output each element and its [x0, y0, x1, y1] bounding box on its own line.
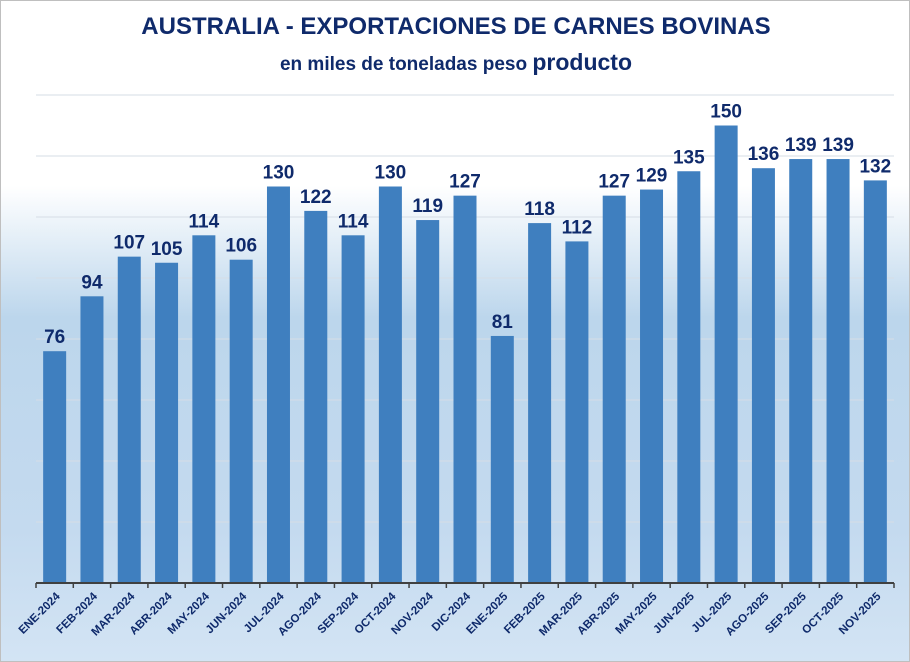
bar [453, 195, 477, 583]
chart-subtitle: en miles de toneladas peso producto [1, 49, 910, 76]
bar [528, 223, 552, 583]
data-label: 118 [524, 199, 555, 220]
data-label: 139 [822, 135, 854, 156]
bar [229, 259, 253, 583]
subtitle-text: en miles de toneladas peso [279, 54, 528, 75]
bar [266, 186, 290, 583]
data-label: 136 [748, 144, 780, 165]
data-label: 135 [673, 147, 705, 168]
x-tick-label: JUN-2024 [204, 590, 250, 636]
bar [155, 262, 179, 583]
bar [192, 235, 216, 584]
data-label: 105 [151, 239, 183, 260]
data-label: 127 [598, 172, 630, 193]
data-label: 76 [44, 327, 65, 348]
bar [677, 171, 701, 583]
data-label: 122 [300, 187, 332, 208]
bar [117, 256, 141, 583]
bar [863, 180, 887, 583]
data-label: 119 [412, 196, 443, 217]
bar [304, 210, 328, 583]
data-label: 94 [81, 272, 103, 293]
data-label: 129 [636, 166, 668, 187]
bar [43, 351, 67, 583]
bar [341, 235, 365, 584]
bar [751, 168, 775, 583]
bar [565, 241, 589, 583]
bar [490, 335, 514, 583]
subtitle-emphasis: producto [532, 49, 633, 75]
data-label: 81 [492, 312, 514, 333]
data-label: 127 [449, 172, 481, 193]
chart-title: AUSTRALIA - EXPORTACIONES DE CARNES BOVI… [141, 13, 771, 40]
bar [80, 296, 104, 583]
bar [714, 125, 738, 583]
bar [602, 195, 626, 583]
bar [416, 220, 440, 584]
x-tick-label: JUN-2025 [651, 590, 697, 636]
data-label: 114 [338, 211, 369, 232]
data-label: 130 [375, 163, 407, 184]
bar [826, 159, 850, 584]
data-label: 130 [263, 163, 295, 184]
data-label: 150 [710, 102, 742, 123]
data-label: 112 [562, 217, 593, 238]
bar [378, 186, 402, 583]
bar [789, 159, 813, 584]
data-label: 139 [785, 135, 817, 156]
bar [640, 189, 664, 584]
data-label: 132 [859, 156, 891, 177]
data-label: 106 [225, 236, 257, 257]
data-label: 107 [113, 233, 145, 254]
data-label: 114 [189, 211, 220, 232]
